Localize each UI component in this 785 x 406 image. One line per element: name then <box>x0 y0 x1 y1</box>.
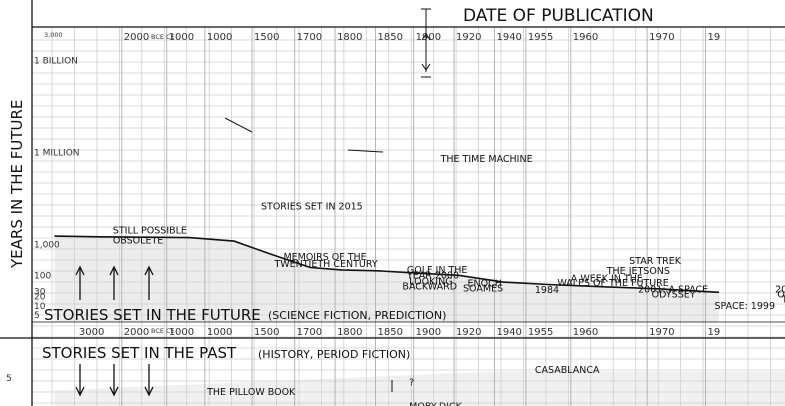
bce-label-top: BCE <box>151 33 164 41</box>
x-tick-label-top: 1800 <box>337 32 362 43</box>
annotation-label: THE JETSONS <box>606 266 670 277</box>
future-heading: STORIES SET IN THE FUTURE <box>44 306 261 324</box>
x-tick-label-bottom: 1500 <box>254 327 279 338</box>
annotation-label: 20 <box>775 284 785 295</box>
twentieth-century-leader <box>347 149 384 153</box>
bce-label-bottom: BCE <box>151 327 164 335</box>
ce-label-top: CE <box>166 33 175 41</box>
annotation-label-past: THE PILLOW BOOK <box>206 387 296 398</box>
annotation-label: GOLF IN THE <box>407 265 468 276</box>
x-tick-label-top: 1000 <box>207 32 232 43</box>
annotation-label: TWENTIETH CENTURY <box>273 259 377 270</box>
x-tick-label-top: 1920 <box>456 32 481 43</box>
annotation-label: STILL POSSIBLE <box>113 226 187 237</box>
ce-label-bottom: CE <box>166 327 175 335</box>
annotation-label: SPACE: 1999 <box>714 301 775 312</box>
x-tick-label-top: 1940 <box>496 32 521 43</box>
annotation-label: A WEEK IN THE <box>571 274 643 285</box>
annotation-label: 2001: A SPACE <box>638 284 708 295</box>
y-tick-label: 30 <box>34 287 46 297</box>
annotation-label-past: CASABLANCA <box>535 365 600 376</box>
annotation-label: MEMOIRS OF THE <box>283 252 366 263</box>
annotation-label: LOOKING <box>409 277 452 288</box>
x-tick-label-bottom: 1000 <box>207 327 232 338</box>
annotation-label: STORIES SET IN 2015 <box>261 201 363 212</box>
x-tick-label-bottom: 1970 <box>649 327 674 338</box>
future-area-under-curve <box>54 236 719 322</box>
x-tick-label-top: 1700 <box>297 32 322 43</box>
x-tick-label-top: 19 <box>708 32 721 43</box>
x-tick-label-bottom: 1000 <box>169 327 194 338</box>
past-shaded-area <box>54 371 785 406</box>
y-tick-label: 1 MILLION <box>34 149 80 159</box>
annotation-label-past: ? <box>409 378 414 389</box>
series-line-future <box>54 235 720 294</box>
x-tick-label-bottom: 19 <box>708 327 721 338</box>
annotation-label-past: MOBY-DICK <box>409 402 463 406</box>
tiny-top-tick: 3,000 <box>44 31 63 39</box>
past-y-tick: 5 <box>6 374 12 384</box>
annotation-label: ODYSSEY <box>652 289 696 300</box>
y-tick-label: 100 <box>34 271 51 281</box>
annotation-label: 1984 <box>535 285 559 296</box>
y-tick-label: 1 BILLION <box>34 57 78 67</box>
x-tick-label-bottom: 1940 <box>496 327 521 338</box>
annotation-label: BACKWARD <box>402 282 457 293</box>
annotation-label: OBSOLETE <box>113 235 163 246</box>
x-tick-label-top: 1850 <box>377 32 402 43</box>
x-tick-label-bottom: 1955 <box>528 327 553 338</box>
x-tick-label-bottom: 1900 <box>416 327 441 338</box>
annotation-label: SOAMES <box>463 283 503 294</box>
past-heading: STORIES SET IN THE PAST <box>42 344 237 362</box>
y-axis-label: YEARS IN THE FUTURE <box>8 100 26 269</box>
x-tick-label-bottom: 1850 <box>377 327 402 338</box>
x-tick-label-bottom: 1800 <box>337 327 362 338</box>
time-machine-marker <box>421 8 431 78</box>
past-arrows <box>75 364 154 397</box>
x-tick-label-top: 2000 <box>124 32 149 43</box>
past-subheading: (HISTORY, PERIOD FICTION) <box>258 348 410 361</box>
y-tick-label: 10 <box>34 302 46 312</box>
annotation-label: TW <box>781 294 785 305</box>
annotation-label: THE TIME MACHINE <box>440 154 533 165</box>
x-tick-label-top: 1970 <box>649 32 674 43</box>
y-tick-label: 20 <box>34 293 46 303</box>
x-tick-label-bottom: 1700 <box>297 327 322 338</box>
annotation-label: ENOCH <box>468 279 502 290</box>
annotation-label: WALES OF THE FUTURE <box>557 278 668 289</box>
grid-major <box>121 27 706 406</box>
x-tick-label-bottom: 1960 <box>573 327 598 338</box>
y-tick-label: 5 <box>34 311 40 321</box>
future-arrows <box>75 265 154 300</box>
annotation-label: YEAR 2000 <box>406 271 459 282</box>
x-tick-label-bottom: 3000 <box>79 327 104 338</box>
x-tick-label-bottom: 1920 <box>456 327 481 338</box>
x-axis-ticks-bottom: 3000 2000 1000 1000 1500 1700 1800 1850 1900 1920… <box>79 327 720 338</box>
x-tick-label-top: 1960 <box>573 32 598 43</box>
future-subheading: (SCIENCE FICTION, PREDICTION) <box>268 309 446 322</box>
x-tick-label-top: 1955 <box>528 32 553 43</box>
grid <box>32 27 785 406</box>
annotation-label: STAR TREK <box>629 256 682 267</box>
memoirs-leader <box>224 117 253 133</box>
y-tick-label: 1,000 <box>34 241 60 251</box>
x-tick-label-top: 1000 <box>169 32 194 43</box>
annotation-label: ODYS <box>777 289 785 300</box>
x-tick-label-bottom: 2000 <box>124 327 149 338</box>
past-annotations: CASABLANCA THE PILLOW BOOK? MOBY-DICK <box>206 365 600 406</box>
x-tick-label-top: 1500 <box>254 32 279 43</box>
chart-title: DATE OF PUBLICATION <box>463 6 654 26</box>
